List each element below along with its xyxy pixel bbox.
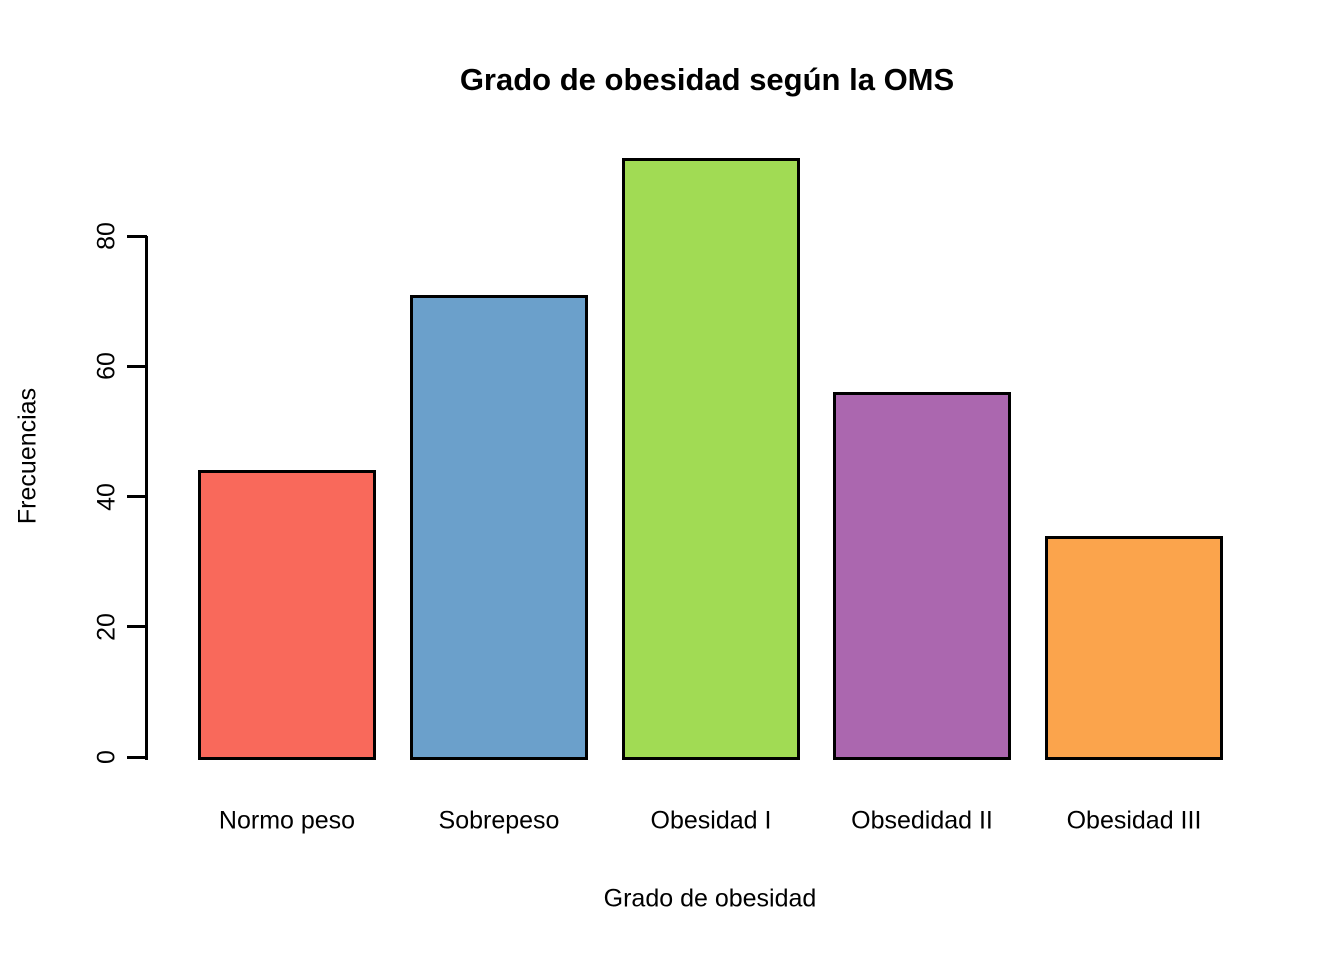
bar-sobrepeso xyxy=(410,295,588,760)
y-tick-mark xyxy=(127,755,147,759)
y-tick-mark xyxy=(127,495,147,498)
y-tick-label: 60 xyxy=(92,352,121,381)
x-category-label: Obesidad III xyxy=(1066,806,1202,835)
bar-obesidad-i xyxy=(622,158,800,760)
y-axis-title: Frecuencias xyxy=(13,387,42,525)
y-tick-mark xyxy=(127,364,147,368)
y-tick-label: 20 xyxy=(92,612,121,641)
y-tick-label: 80 xyxy=(92,222,121,250)
y-tick-label: 40 xyxy=(92,482,121,511)
x-category-label: Obesidad I xyxy=(650,806,772,835)
x-category-label: Sobrepeso xyxy=(438,806,560,835)
x-axis-title: Grado de obesidad xyxy=(603,884,817,913)
bar-obesidad-iii xyxy=(1045,536,1223,760)
y-axis-line xyxy=(145,236,148,760)
y-tick-label: 0 xyxy=(92,750,121,764)
x-category-label: Normo peso xyxy=(218,806,356,835)
bar-normo-peso xyxy=(198,470,376,760)
y-tick-mark xyxy=(127,625,147,629)
chart-title: Grado de obesidad según la OMS xyxy=(459,62,955,97)
y-tick-mark xyxy=(127,234,147,238)
x-category-label: Obsedidad II xyxy=(851,806,993,835)
bar-obsedidad-ii xyxy=(833,392,1011,760)
